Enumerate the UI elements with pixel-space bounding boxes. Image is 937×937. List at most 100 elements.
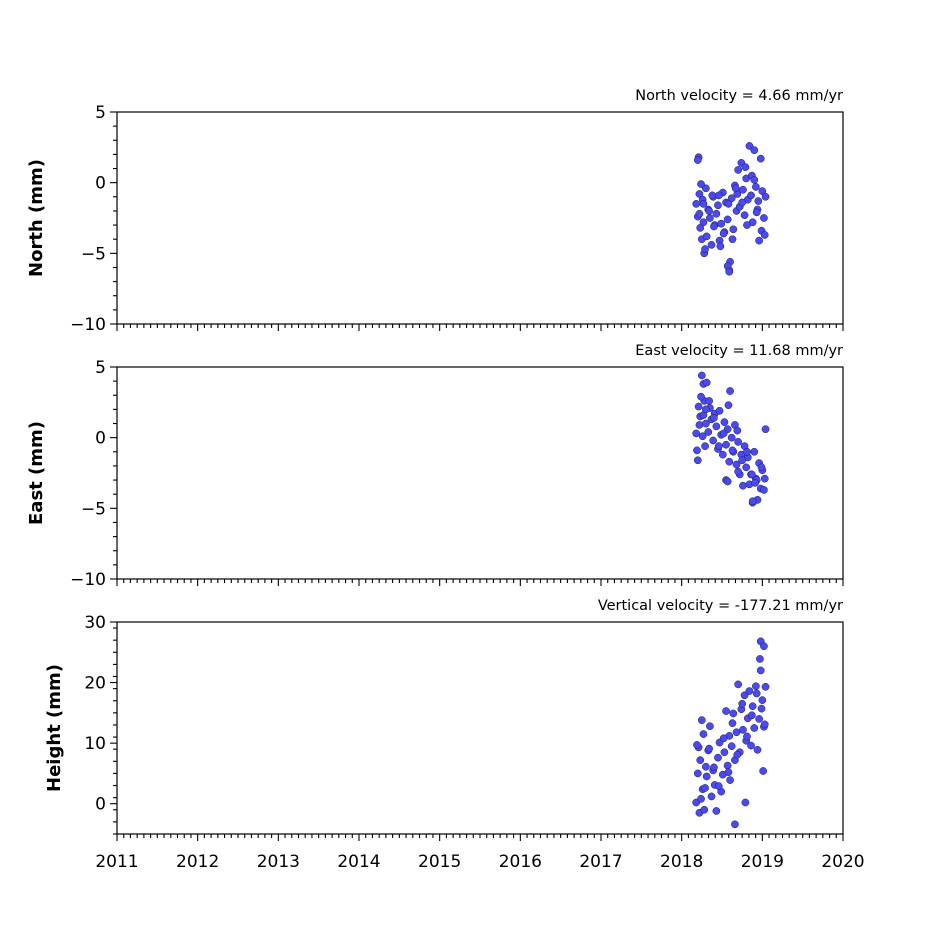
height-data-point [719,734,728,743]
height-data-point [702,772,711,781]
height-data-point [712,807,721,815]
east-data-point [725,457,734,466]
north-data-point [739,185,747,194]
north-data-point [731,184,740,193]
height-ytick-label: 30 [84,613,106,633]
east-ytick-label: 0 [95,429,106,449]
x-tick-label: 2016 [499,852,542,872]
east-data-point [695,421,704,429]
north-data-point [760,231,769,239]
height-data-point [729,709,738,718]
x-tick-label: 2019 [741,852,784,872]
north-points [692,142,770,276]
x-tick-label: 2020 [821,852,864,872]
height-data-point [727,742,736,751]
north-ytick-label: −10 [70,315,106,335]
north-data-point [760,214,768,222]
north-data-point [740,211,749,220]
north-data-point [724,200,733,208]
height-data-point [752,689,761,698]
east-data-point [720,418,729,426]
east-data-point [724,401,733,410]
east-data-point [702,405,710,414]
north-data-point [702,184,710,193]
height-data-point [723,761,732,770]
north-data-point [695,209,704,218]
east-data-point [750,447,759,456]
north-data-point [743,221,751,229]
north-data-point [705,207,713,215]
north-data-point [752,208,761,217]
east-data-point [704,428,713,436]
height-data-point [720,748,729,757]
north-ylabel: North (mm) [26,159,47,277]
east-data-point [692,429,701,438]
north-ytick-label: −5 [81,244,106,264]
east-data-point [751,479,759,487]
x-tick-label: 2014 [337,852,380,872]
height-data-point [699,730,708,738]
east-data-point [743,447,751,456]
north-data-point [712,209,721,218]
east-ylabel: East (mm) [26,421,47,525]
east-data-point [728,446,737,455]
north-data-point [756,154,765,163]
east-data-point [718,450,727,459]
north-data-point [747,191,755,200]
north-data-point [699,200,708,208]
height-data-point [714,782,723,790]
height-data-point [696,756,705,764]
north-ytick-label: 0 [95,174,106,194]
height-data-point [756,666,765,675]
north-data-point [725,267,734,276]
east-data-point [712,422,721,431]
east-data-point [760,486,768,494]
north-data-point [693,156,702,164]
east-points [692,371,770,507]
height-data-point [710,763,718,772]
height-data-point [739,725,747,734]
vertical-velocity-title: Vertical velocity = -177.21 mm/yr [598,598,843,614]
north-data-point [729,225,738,234]
east-data-point [693,446,701,455]
height-data-point [760,720,769,729]
east-data-point [709,436,717,445]
east-axes-frame [116,366,844,580]
east-data-point [727,433,736,442]
north-data-point [708,191,717,200]
north-data-point [710,222,718,231]
height-data-point [728,719,737,728]
height-data-point [740,691,749,700]
north-data-point [692,200,701,208]
x-tick-label: 2018 [660,852,703,872]
north-data-point [750,146,759,155]
north-data-point [738,198,747,207]
height-data-point [722,707,730,715]
height-data-point [756,655,764,663]
north-data-point [741,163,750,171]
height-data-point [707,792,716,801]
north-data-point [750,175,759,184]
east-data-point [733,426,742,435]
east-data-point [714,442,723,450]
height-data-point [734,680,742,689]
height-data-point [693,741,701,749]
x-tick-label: 2013 [257,852,300,872]
east-panel: East velocity = 11.68 mm/yr East (mm) −1… [26,343,844,590]
height-data-point [731,820,739,829]
height-data-point [750,724,759,732]
north-data-point [752,183,760,191]
north-data-point [697,180,705,188]
height-data-point [755,715,763,723]
east-data-point [761,425,770,434]
height-points [692,637,770,829]
height-data-point [702,762,710,771]
north-data-point [701,245,709,253]
east-data-point [722,440,730,449]
north-data-point [761,192,770,201]
east-data-point [757,463,766,472]
east-data-point [742,463,751,472]
height-data-point [724,768,733,777]
north-data-point [707,241,716,249]
